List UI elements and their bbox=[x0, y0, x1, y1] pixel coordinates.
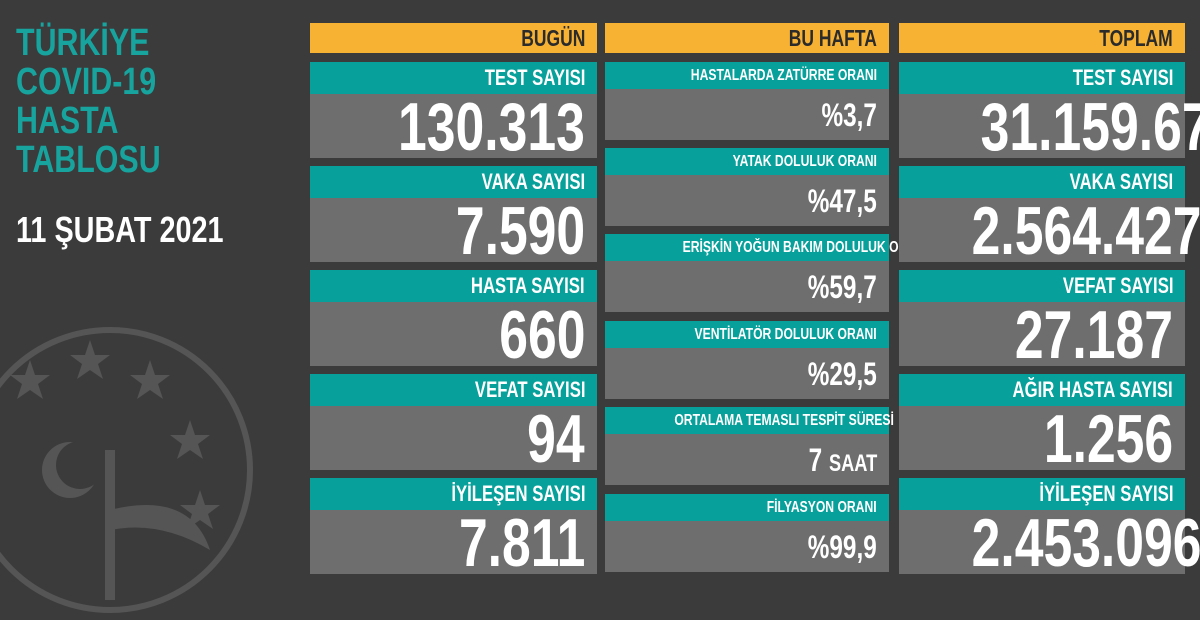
stat-card-vefat-total: VEFAT SAYISI 27.187 bbox=[899, 270, 1185, 369]
stat-card-test: TEST SAYISI 130.313 bbox=[310, 62, 597, 161]
stat-card-yatak: YATAK DOLULUK ORANI %47,5 bbox=[605, 148, 889, 226]
stat-card-vefat: VEFAT SAYISI 94 bbox=[310, 374, 597, 473]
stat-card-yogun-bakim: ERİŞKİN YOĞUN BAKIM DOLULUK ORANI %59,7 bbox=[605, 234, 928, 312]
column-bu-hafta: BU HAFTA HASTALARDA ZATÜRRE ORANI %3,7 YA… bbox=[605, 23, 928, 572]
stat-card-ventilator: VENTİLATÖR DOLULUK ORANI %29,5 bbox=[605, 321, 889, 399]
column-header: BU HAFTA bbox=[605, 23, 889, 53]
stat-card-hasta: HASTA SAYISI 660 bbox=[310, 270, 597, 369]
column-header: BUGÜN bbox=[310, 23, 597, 53]
stat-card-agir-hasta: AĞIR HASTA SAYISI 1.256 bbox=[899, 374, 1185, 473]
column-header: TOPLAM bbox=[899, 23, 1185, 53]
stat-card-temasli: ORTALAMA TEMASLI TESPİT SÜRESİ 7 SAAT bbox=[605, 407, 894, 485]
stat-card-vaka: VAKA SAYISI 7.590 bbox=[310, 166, 597, 265]
stat-card-filyasyon: FİLYASYON ORANI %99,9 bbox=[605, 494, 889, 572]
report-date: 11 ŞUBAT 2021 bbox=[16, 209, 224, 250]
stat-card-iyilesen: İYİLEŞEN SAYISI 7.811 bbox=[310, 478, 597, 577]
stat-card-vaka-total: VAKA SAYISI 2.564.427 bbox=[899, 166, 1200, 265]
stat-card-zaturre: HASTALARDA ZATÜRRE ORANI %3,7 bbox=[605, 62, 889, 140]
stat-card-iyilesen-total: İYİLEŞEN SAYISI 2.453.096 bbox=[899, 478, 1200, 577]
page-title: TÜRKİYE COVID-19 HASTA TABLOSU bbox=[16, 22, 161, 181]
ministry-emblem-icon bbox=[0, 327, 253, 613]
column-bugun: BUGÜN TEST SAYISI 130.313 VAKA SAYISI 7.59… bbox=[310, 23, 597, 577]
